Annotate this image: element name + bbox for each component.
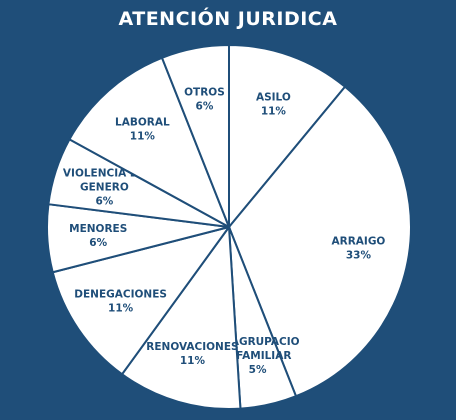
slice-label-denegaciones: DENEGACIONES 11% [74, 289, 167, 315]
chart-title: ATENCIÓN JURIDICA [118, 8, 338, 30]
pie-slice-laboral [68, 56, 231, 230]
slice-label-menores: MENORES 6% [69, 223, 127, 249]
pie-slice-arraigo [227, 85, 412, 398]
slice-label-arraigo: ARRAIGO 33% [331, 235, 385, 261]
pie-slice-denegaciones [51, 225, 232, 376]
pie-slice-otros [160, 43, 230, 228]
slice-label-renovaciones: RENOVACIONES 11% [146, 341, 238, 367]
slice-label-laboral: LABORAL 11% [115, 117, 170, 143]
slice-label-otros: OTROS 6% [184, 86, 225, 112]
pie-slice-asilo [228, 43, 347, 230]
slice-label-asilo: ASILO 11% [256, 92, 291, 118]
pie-slice-renovaciones [120, 224, 242, 410]
